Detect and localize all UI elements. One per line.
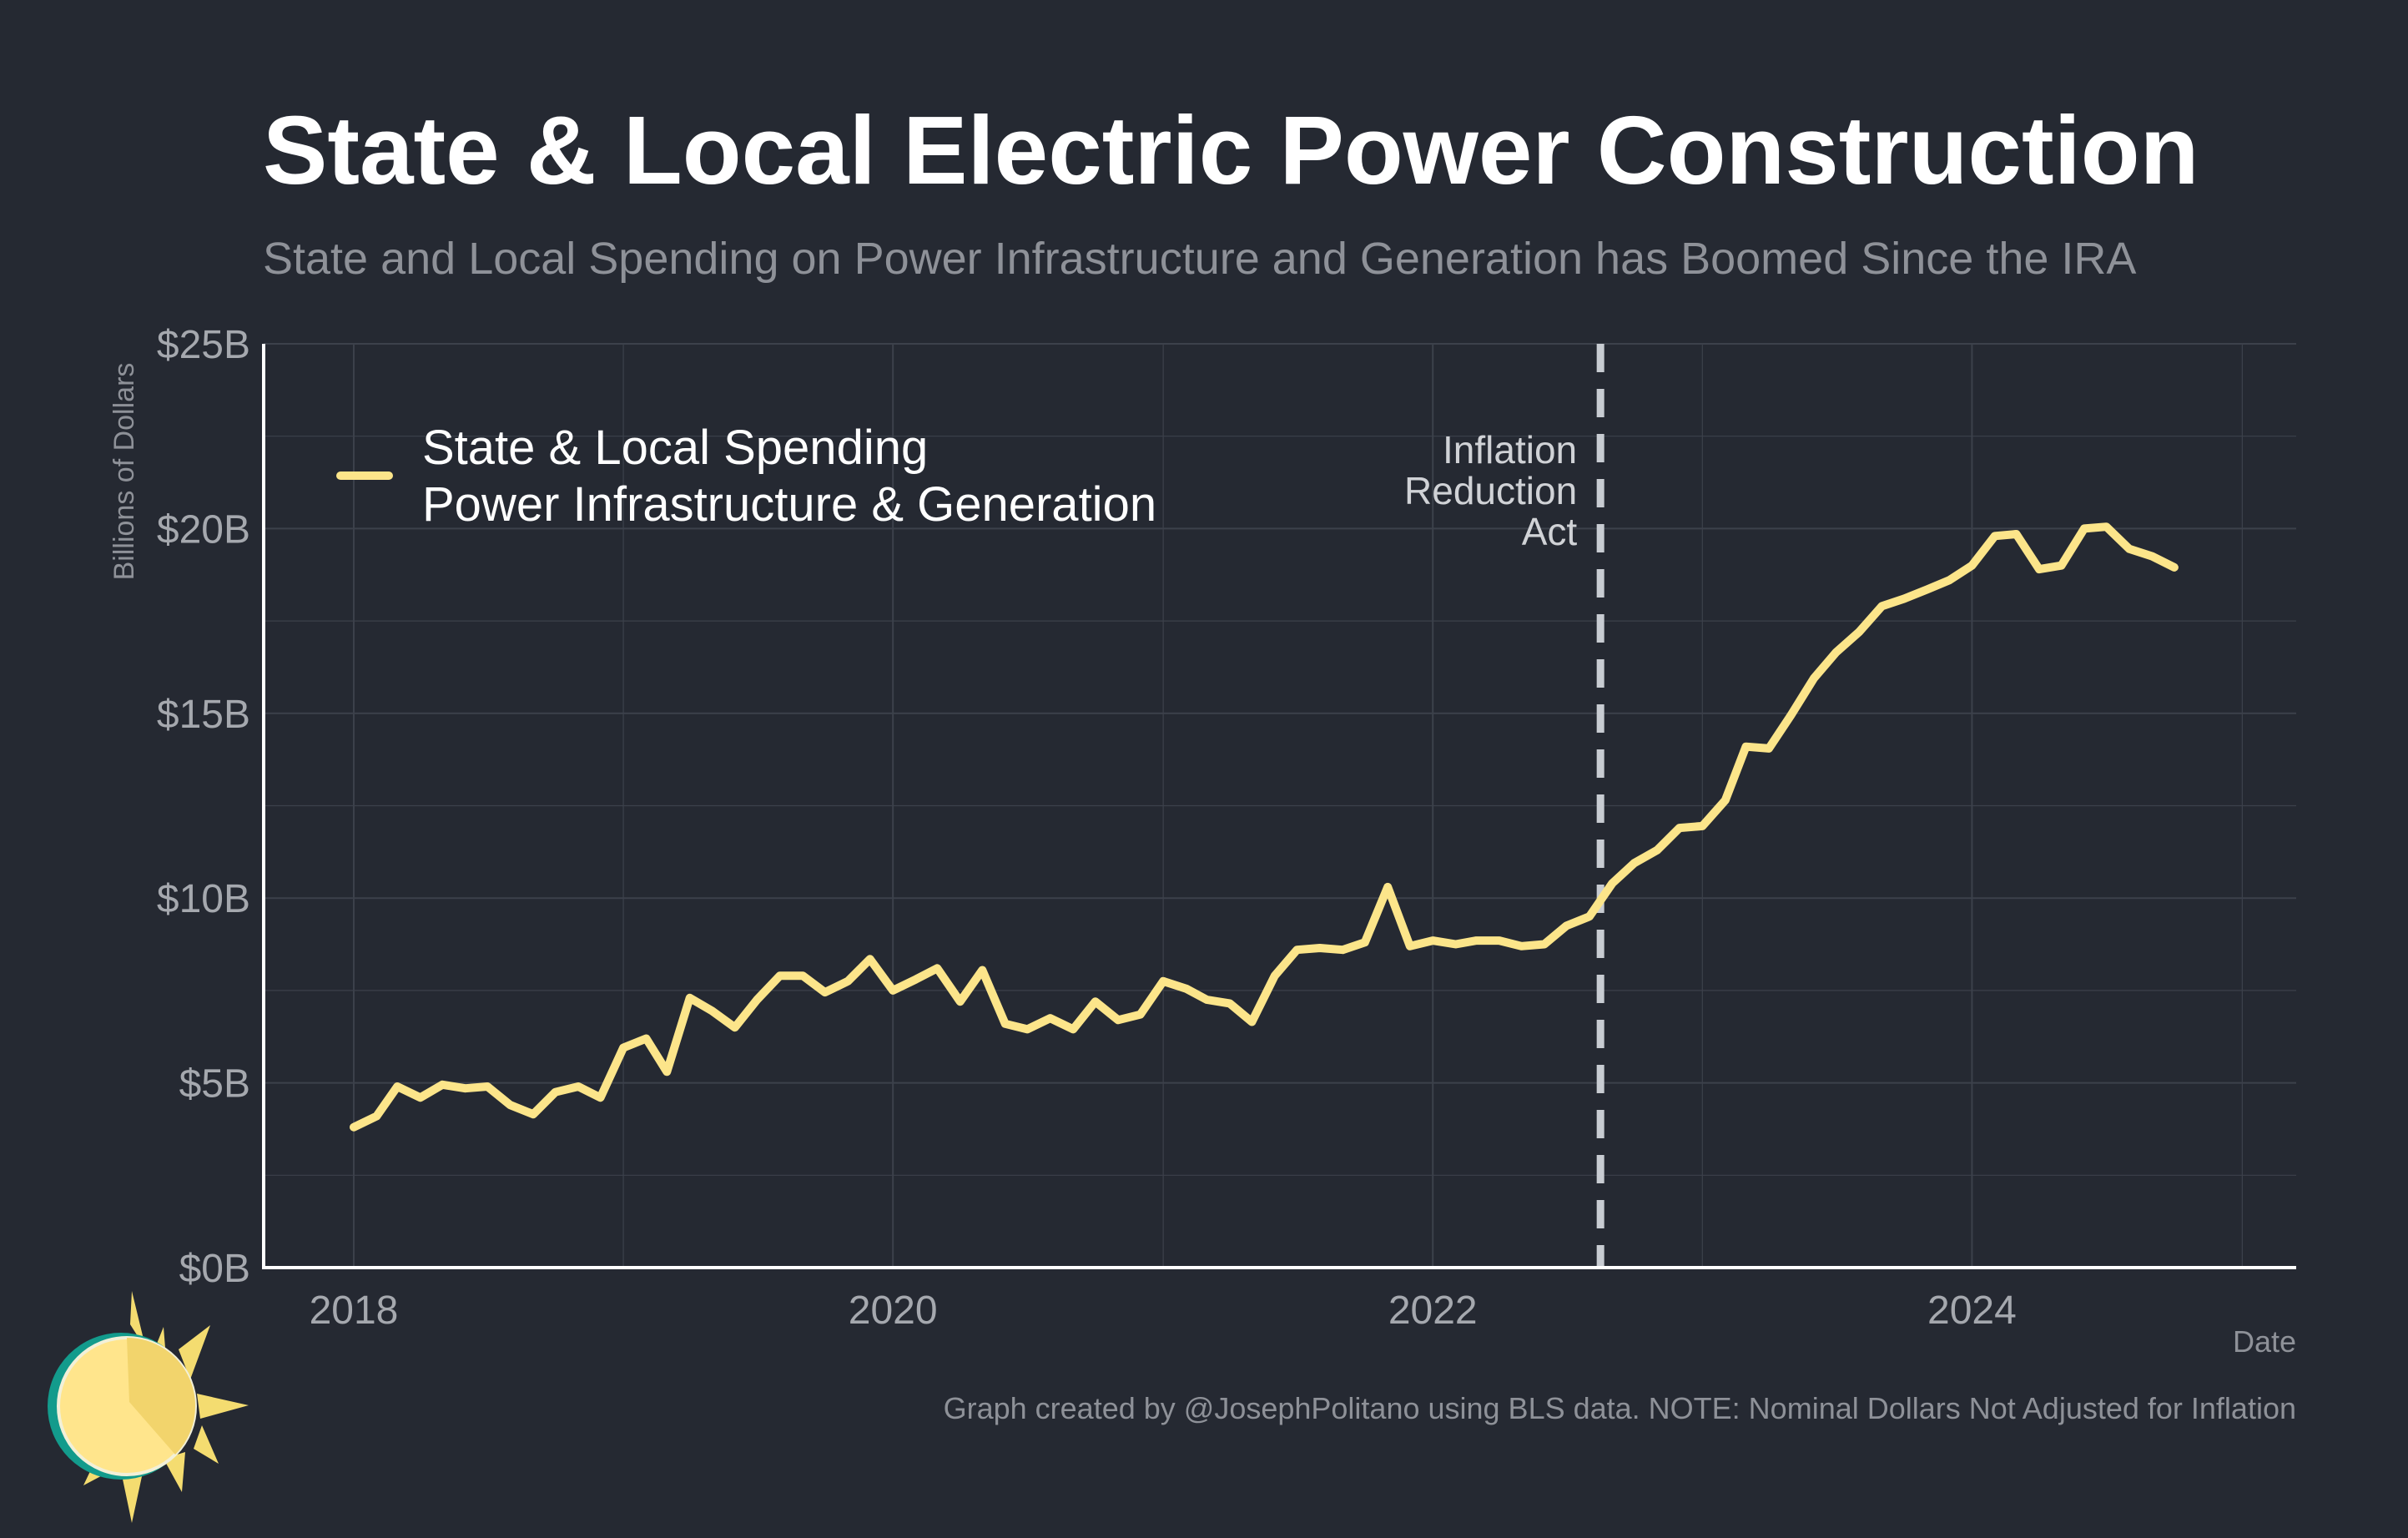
legend-label-line-2: Power Infrastructure & Generation bbox=[422, 477, 1156, 532]
x-axis-label: Date bbox=[2233, 1324, 2296, 1359]
sun-logo-icon bbox=[48, 1291, 249, 1523]
ira-annotation-label: Reduction bbox=[1404, 469, 1577, 512]
y-axis-label: Billions of Dollars bbox=[108, 363, 140, 581]
legend-label-line-1: State & Local Spending bbox=[422, 421, 928, 475]
y-tick-label: $20B bbox=[157, 507, 250, 552]
series-layer bbox=[350, 522, 2179, 1132]
y-tick-label: $15B bbox=[157, 693, 250, 737]
axes bbox=[262, 344, 2296, 1269]
x-tick-label: 2024 bbox=[1927, 1288, 2017, 1333]
y-tick-label: $10B bbox=[157, 877, 250, 921]
x-tick-label: 2020 bbox=[849, 1288, 938, 1333]
x-tick-label: 2018 bbox=[310, 1288, 399, 1333]
tick-labels: $0B $5B $10B $15B $20B $25B 2018 2020 2022 2024 bbox=[157, 323, 2017, 1333]
caption: Graph created by @JosephPolitano using B… bbox=[944, 1391, 2296, 1425]
sun-logo-shade bbox=[127, 1338, 196, 1455]
y-tick-label: $25B bbox=[157, 323, 250, 367]
legend-label: State & Local Spending Power Infrastruct… bbox=[422, 421, 1156, 532]
legend: State & Local Spending Power Infrastruct… bbox=[336, 421, 1156, 532]
y-tick-label: $0B bbox=[179, 1247, 250, 1291]
chart-subtitle: State and Local Spending on Power Infras… bbox=[263, 234, 2136, 284]
grid bbox=[264, 343, 2296, 1268]
sun-logo-rays bbox=[83, 1291, 249, 1523]
x-tick-label: 2022 bbox=[1388, 1288, 1478, 1333]
y-tick-label: $5B bbox=[179, 1062, 250, 1107]
series-line bbox=[350, 522, 2179, 1132]
ira-annotation-label: Inflation bbox=[1443, 428, 1577, 471]
ira-annotation-label: Act bbox=[1522, 510, 1578, 553]
chart-title: State & Local Electric Power Constructio… bbox=[263, 96, 2199, 204]
